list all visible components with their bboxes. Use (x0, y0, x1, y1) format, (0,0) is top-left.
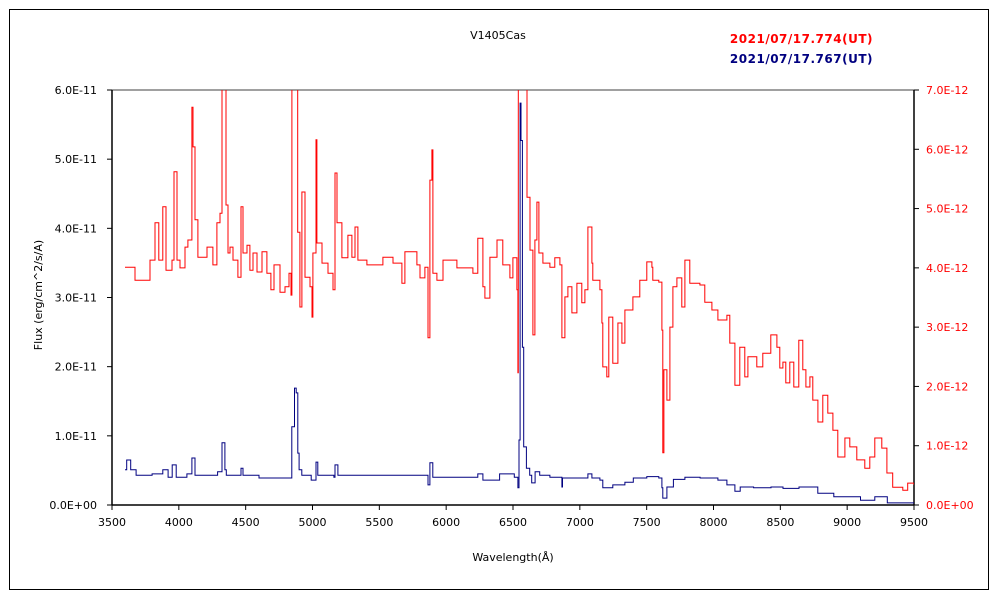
x-tick-label: 4500 (232, 516, 260, 529)
y-right-tick-label: 2.0E-12 (926, 380, 968, 393)
x-tick-label: 9000 (833, 516, 861, 529)
x-tick-label: 3500 (98, 516, 126, 529)
x-axis-label: Wavelength(Å) (472, 551, 553, 564)
chart-frame (9, 9, 989, 590)
legend-series-red: 2021/07/17.774(UT) (730, 32, 873, 46)
x-tick-label: 9500 (900, 516, 928, 529)
x-tick-label: 6500 (499, 516, 527, 529)
legend-series-blue: 2021/07/17.767(UT) (730, 52, 873, 66)
x-tick-label: 8000 (700, 516, 728, 529)
y-left-tick-label: 6.0E-11 (55, 84, 97, 97)
x-tick-label: 8500 (766, 516, 794, 529)
y-left-tick-label: 4.0E-11 (55, 222, 97, 235)
y-left-tick-label: 3.0E-11 (55, 292, 97, 305)
y-left-tick-label: 2.0E-11 (55, 361, 97, 374)
y-right-tick-label: 1.0E-12 (926, 440, 968, 453)
chart-title: V1405Cas (470, 29, 526, 42)
series-line-blue (125, 102, 914, 504)
plot-area (112, 90, 914, 505)
y-left-tick-label: 1.0E-11 (55, 430, 97, 443)
x-tick-label: 6000 (432, 516, 460, 529)
y-left-tick-label: 5.0E-11 (55, 153, 97, 166)
x-tick-label: 7000 (566, 516, 594, 529)
series-line-red (125, 90, 914, 491)
y-right-tick-label: 5.0E-12 (926, 203, 968, 216)
y-left-tick-label: 0.0E+00 (49, 499, 97, 512)
y-right-tick-label: 0.0E+00 (926, 499, 974, 512)
x-tick-label: 5500 (365, 516, 393, 529)
y-right-tick-label: 4.0E-12 (926, 262, 968, 275)
y-right-tick-label: 7.0E-12 (926, 84, 968, 97)
y-right-tick-label: 6.0E-12 (926, 143, 968, 156)
x-tick-label: 4000 (165, 516, 193, 529)
x-tick-label: 5000 (299, 516, 327, 529)
y-right-tick-label: 3.0E-12 (926, 321, 968, 334)
x-tick-label: 7500 (633, 516, 661, 529)
y-axis-label: Flux (erg/cm^2/s/A) (32, 240, 45, 350)
